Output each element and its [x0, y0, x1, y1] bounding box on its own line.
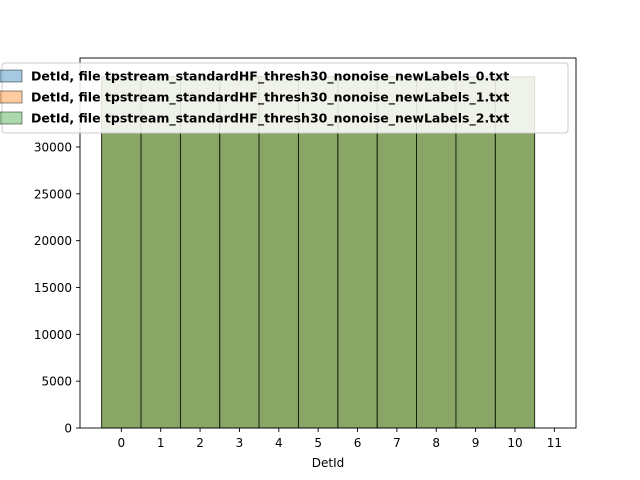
x-tick-label: 2 — [196, 436, 204, 450]
x-tick-label: 7 — [393, 436, 401, 450]
y-tick-label: 25000 — [34, 187, 72, 201]
y-tick-label: 0 — [64, 422, 72, 436]
bar-series2-bin6 — [337, 76, 378, 429]
x-tick-label: 1 — [157, 436, 165, 450]
y-tick-label: 10000 — [34, 328, 72, 342]
bar-series2-bin0 — [101, 76, 142, 429]
bar-series1-bin5 — [298, 76, 339, 429]
bar-series2-bin10 — [494, 76, 536, 429]
x-tick-label: 8 — [432, 436, 440, 450]
legend-swatch-1 — [0, 90, 23, 104]
bar-series1-bin8 — [416, 76, 457, 429]
legend-entry-2: DetId, file tpstream_standardHF_thresh30… — [31, 111, 509, 127]
bar-series2-bin2 — [179, 76, 221, 429]
x-tick-label: 9 — [472, 436, 480, 450]
bar-series0-bin5 — [298, 76, 339, 429]
bar-series1-bin0 — [101, 76, 142, 429]
legend-box — [1, 62, 569, 134]
y-tick-label: 20000 — [34, 234, 72, 248]
bar-series2-bin4 — [258, 76, 299, 429]
x-tick-label: 4 — [275, 436, 283, 450]
bar-series2-bin5 — [298, 76, 339, 429]
bar-series0-bin9 — [455, 76, 496, 429]
y-tick-label: 30000 — [34, 140, 72, 154]
x-tick-label: 5 — [314, 436, 322, 450]
bars-group — [101, 76, 536, 429]
y-tick-label: 15000 — [34, 281, 72, 295]
bar-series1-bin3 — [219, 76, 260, 429]
x-tick-label: 6 — [354, 436, 362, 450]
x-axis: 0 1 2 3 4 5 6 7 8 9 10 11 — [118, 428, 562, 450]
legend-entry-0: DetId, file tpstream_standardHF_thresh30… — [31, 69, 509, 85]
bar-series1-bin9 — [455, 76, 496, 429]
bar-series0-bin4 — [258, 76, 299, 429]
bar-series1-bin1 — [140, 76, 181, 429]
legend-entry-1: DetId, file tpstream_standardHF_thresh30… — [31, 90, 509, 106]
bar-series0-bin1 — [140, 76, 181, 429]
bar-series0-bin3 — [219, 76, 260, 429]
x-tick-label: 3 — [236, 436, 244, 450]
plot-frame — [79, 57, 577, 429]
legend: DetId, file tpstream_standardHF_thresh30… — [0, 62, 569, 134]
legend-swatch-0 — [0, 69, 23, 83]
legend-swatch-2 — [0, 111, 23, 125]
bar-series0-bin0 — [101, 76, 142, 429]
y-tick-label: 5000 — [41, 375, 72, 389]
y-axis: 0 5000 10000 15000 20000 25000 30000 — [34, 140, 80, 436]
x-axis-label: DetId — [312, 456, 344, 470]
x-tick-label: 0 — [118, 436, 126, 450]
x-tick-label: 10 — [507, 436, 522, 450]
x-tick-label: 11 — [547, 436, 562, 450]
bar-series1-bin7 — [376, 76, 417, 429]
